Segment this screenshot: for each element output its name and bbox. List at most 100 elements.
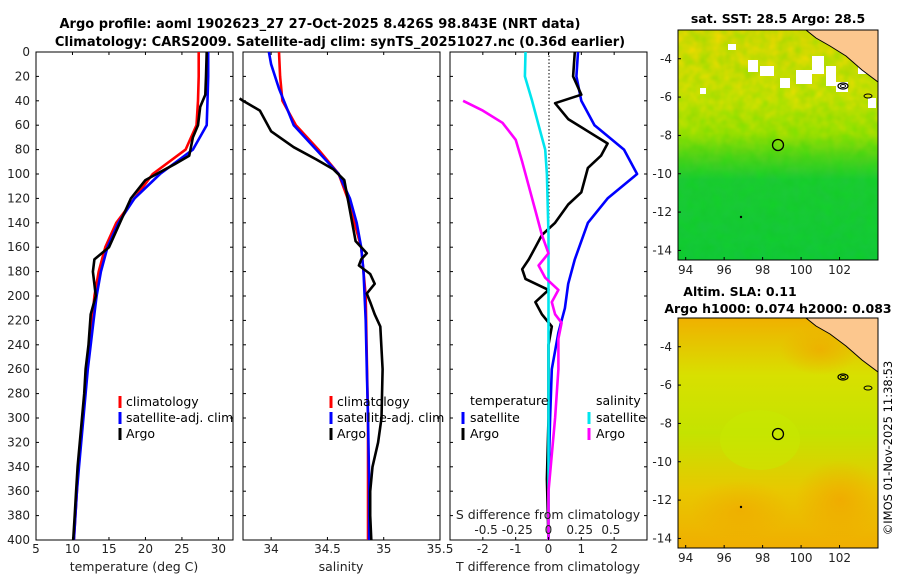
imos-timestamp: ©IMOS 01-Nov-2025 11:38:53	[881, 361, 895, 535]
s-diff-tick-label: 0	[545, 523, 553, 537]
difference-chart: -2 -1 0 1 2	[462, 51, 639, 556]
legend-salinity-title: salinity	[596, 393, 641, 408]
legend-s-argo: Argo	[596, 426, 625, 441]
legend-climatology: climatology	[337, 394, 410, 409]
depth-tick-label: 200	[7, 289, 30, 303]
s-diff-tick-label: 0.25	[566, 523, 593, 537]
lon-tick-label: 100	[790, 551, 813, 565]
depth-tick-label: 400	[7, 533, 30, 547]
difference-xlabel: T difference from climatology	[455, 559, 641, 574]
series-line-climatology	[72, 52, 200, 541]
s-diff-tick-label: 0.5	[601, 523, 620, 537]
x-tick-label: 35	[376, 542, 391, 556]
depth-tick-label: 320	[7, 435, 30, 449]
lat-tick-label: -14	[652, 243, 672, 257]
lat-tick-label: -10	[652, 167, 672, 181]
x-tick-label: 35.5	[427, 542, 454, 556]
series-line-satellite	[267, 51, 371, 540]
salinity-xlabel: salinity	[319, 559, 364, 574]
s-diff-tick-label: -0.5	[474, 523, 497, 537]
lat-tick-label: -4	[660, 52, 672, 66]
temperature-xlabel: temperature (deg C)	[70, 559, 199, 574]
land-icon	[805, 318, 878, 373]
figure-title-line1: Argo profile: aoml 1902623_27 27-Oct-202…	[60, 17, 581, 32]
lon-tick-label: 98	[755, 551, 770, 565]
s-difference-ticks: -0.5 -0.25 0 0.25 0.5	[474, 523, 620, 537]
legend-satellite-clim: satellite-adj. clim	[126, 410, 233, 425]
x-tick-label: 2	[610, 542, 618, 556]
x-tick-label: -2	[477, 542, 489, 556]
x-tick-label: 1	[578, 542, 586, 556]
sla-map-axes: 94 96 98 100 102 -4 -6 -8 -10 -12 -14	[652, 340, 851, 565]
series-line-argo	[71, 51, 208, 541]
depth-tick-label: 140	[7, 216, 30, 230]
depth-tick-label: 260	[7, 362, 30, 376]
temperature-legend: climatology satellite-adj. clim Argo	[118, 394, 233, 441]
legend-temperature-title: temperature	[470, 393, 549, 408]
s-diff-tick-label: -0.25	[502, 523, 533, 537]
x-tick-label: 34.5	[314, 542, 341, 556]
depth-tick-label: 100	[7, 167, 30, 181]
x-tick-label: 25	[174, 542, 189, 556]
lon-tick-label: 94	[678, 263, 693, 277]
lat-tick-label: -6	[660, 378, 672, 392]
temperature-panel-frame	[35, 51, 234, 541]
sla-map-argo-heights: Argo h1000: 0.074 h2000: 0.083	[664, 301, 891, 316]
x-tick-label: 10	[65, 542, 80, 556]
depth-tick-label: 220	[7, 313, 30, 327]
x-tick-label: 15	[101, 542, 116, 556]
lat-tick-label: -6	[660, 90, 672, 104]
series-line-argo	[238, 97, 384, 541]
depth-tick-label: 60	[15, 118, 30, 132]
depth-tick-label: 280	[7, 387, 30, 401]
sst-noise	[678, 30, 878, 260]
sla-map-title: Altim. SLA: 0.11	[683, 284, 796, 299]
depth-tick-label: 160	[7, 240, 30, 254]
land-icon	[805, 30, 878, 83]
s-difference-label: S difference from climatology	[456, 507, 641, 522]
series-line-t-satellite	[547, 51, 639, 540]
lat-tick-label: -14	[652, 531, 672, 545]
depth-tick-label: 120	[7, 191, 30, 205]
lon-tick-label: 102	[828, 263, 851, 277]
depth-tick-label: 380	[7, 509, 30, 523]
legend-s-satellite: satellite	[596, 410, 646, 425]
argo-location-icon	[771, 138, 785, 152]
series-line-s-argo	[462, 99, 563, 540]
x-tick-label: -1	[510, 542, 522, 556]
salinity-legend: climatology satellite-adj. clim Argo	[329, 394, 444, 441]
sst-map-axes: 94 96 98 100 102 -4 -6 -8 -10 -12 -14	[652, 52, 851, 277]
x-tick-label: 34	[264, 542, 279, 556]
lat-tick-label: -8	[660, 416, 672, 430]
salinity-chart: 34 34.5 35 35.5	[238, 51, 454, 556]
lat-tick-label: -12	[652, 205, 672, 219]
salinity-panel-frame	[242, 51, 441, 541]
temperature-chart: 5 10 15 20 25 30	[32, 51, 226, 556]
sst-map	[678, 30, 878, 260]
lat-tick-label: -12	[652, 493, 672, 507]
legend-t-argo: Argo	[470, 426, 499, 441]
argo-location-icon	[771, 427, 785, 441]
lon-tick-label: 100	[790, 263, 813, 277]
sla-map	[678, 318, 878, 548]
depth-tick-label: 240	[7, 338, 30, 352]
series-line-s-satellite	[523, 51, 550, 540]
depth-tick-label: 340	[7, 460, 30, 474]
x-tick-label: 30	[211, 542, 226, 556]
legend-argo: Argo	[337, 426, 366, 441]
legend-satellite-clim: satellite-adj. clim	[337, 410, 444, 425]
legend-argo: Argo	[126, 426, 155, 441]
x-tick-label: 5	[32, 542, 40, 556]
sst-map-title: sat. SST: 28.5 Argo: 28.5	[691, 11, 865, 26]
lon-tick-label: 102	[828, 551, 851, 565]
depth-tick-label: 0	[22, 45, 30, 59]
legend-t-satellite: satellite	[470, 410, 520, 425]
lon-tick-label: 96	[717, 263, 732, 277]
depth-axis: 0 20 40 60 80 100 120 140 160 180 200 220 240 260 280 3…	[7, 45, 647, 547]
depth-tick-label: 300	[7, 411, 30, 425]
depth-tick-label: 80	[15, 143, 30, 157]
depth-tick-label: 20	[15, 69, 30, 83]
depth-tick-label: 40	[15, 94, 30, 108]
lat-tick-label: -4	[660, 340, 672, 354]
